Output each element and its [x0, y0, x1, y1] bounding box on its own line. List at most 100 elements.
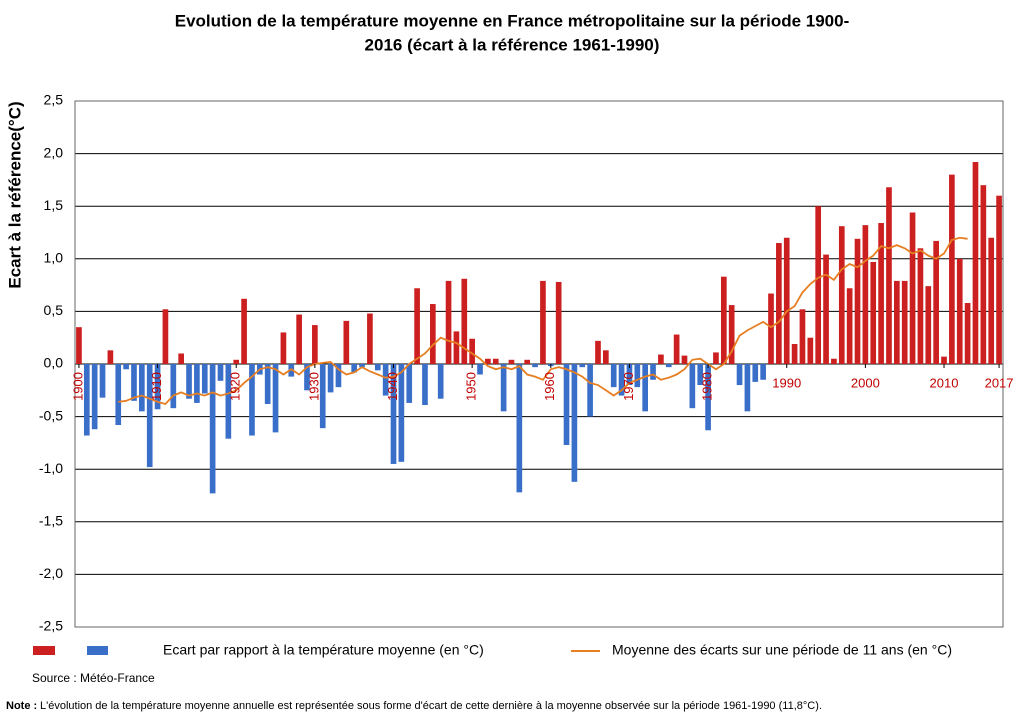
bar: [492, 358, 499, 364]
bar: [917, 248, 924, 364]
bar: [170, 364, 177, 409]
legend-swatch: [33, 646, 55, 655]
bar: [634, 364, 641, 388]
bar: [776, 243, 782, 364]
x-tick-label: 2000: [851, 375, 880, 390]
legend-label: Moyenne des écarts sur une période de 11…: [612, 642, 952, 658]
bar: [964, 302, 971, 364]
bar: [681, 355, 688, 364]
bar: [886, 187, 892, 364]
y-axis-label: Ecart à la référence(°C): [5, 101, 24, 288]
bar: [972, 162, 979, 364]
bar: [689, 364, 696, 409]
bar: [618, 364, 625, 396]
average-line: [118, 236, 968, 405]
bar: [437, 364, 444, 399]
bar: [351, 364, 358, 373]
bar: [823, 254, 829, 364]
y-tick-label: -2,0: [39, 565, 63, 581]
bar: [831, 358, 837, 364]
bar: [201, 364, 208, 394]
bar: [398, 364, 405, 462]
x-tick-label: 1980: [700, 372, 715, 401]
bar: [925, 286, 932, 364]
bar: [901, 280, 908, 364]
bar: [249, 364, 255, 436]
y-tick-label: 0,5: [44, 302, 64, 318]
bar: [296, 314, 302, 364]
bar: [713, 352, 719, 364]
bar: [980, 185, 987, 364]
bar: [893, 280, 900, 364]
x-tick-label: 1910: [149, 372, 164, 401]
bar: [225, 364, 232, 439]
bar: [555, 281, 562, 364]
bar: [571, 364, 578, 482]
bar: [783, 237, 790, 364]
bar: [846, 288, 853, 364]
bar: [131, 364, 137, 401]
bar: [146, 364, 153, 468]
bar: [139, 364, 145, 412]
bar: [115, 364, 122, 426]
bar: [610, 364, 617, 388]
bar: [429, 304, 436, 364]
x-tick-label: 1940: [385, 372, 400, 401]
bar: [406, 364, 413, 403]
bar: [422, 364, 428, 406]
bar: [838, 226, 845, 364]
bar: [862, 225, 869, 364]
legend-swatch: [87, 646, 108, 655]
bar: [477, 364, 483, 375]
x-tick-label: 1900: [70, 372, 85, 401]
bar: [508, 359, 515, 364]
bar: [154, 364, 161, 410]
bar: [870, 261, 877, 364]
bar: [390, 364, 397, 464]
bar: [327, 364, 334, 393]
bar: [335, 364, 342, 388]
x-tick-label: 1920: [228, 372, 243, 401]
bar: [414, 288, 420, 364]
bar: [665, 364, 672, 368]
bar: [241, 298, 247, 364]
bar: [626, 364, 633, 386]
bar: [500, 364, 507, 412]
bar: [76, 327, 82, 364]
bar: [178, 353, 185, 364]
x-tick-label: 1950: [464, 372, 479, 401]
legend-label: Ecart par rapport à la température moyen…: [163, 642, 484, 658]
bar: [815, 206, 822, 364]
x-tick-label: 2017: [985, 375, 1014, 390]
bar: [799, 309, 806, 364]
bar: [217, 364, 224, 381]
bar: [485, 358, 491, 364]
bar: [705, 364, 711, 431]
y-tick-label: -2,5: [39, 618, 63, 634]
bar: [516, 364, 523, 493]
y-tick-label: 1,0: [44, 250, 64, 266]
y-tick-label: 2,0: [44, 144, 64, 160]
bar: [752, 364, 759, 382]
bar: [272, 364, 279, 433]
bar: [587, 364, 593, 417]
bar: [933, 240, 939, 364]
bar: [280, 332, 287, 364]
x-tick-label: 1970: [621, 372, 636, 401]
bar: [123, 364, 129, 370]
bar: [988, 237, 995, 364]
x-tick-label: 1990: [772, 375, 801, 390]
y-tick-label: 0,0: [44, 355, 64, 371]
y-tick-label: -0,5: [39, 407, 63, 423]
bar: [595, 340, 601, 364]
bar: [532, 364, 538, 368]
bar: [650, 364, 656, 380]
bar: [579, 364, 586, 368]
bar: [854, 238, 861, 364]
bar: [807, 337, 814, 364]
bar: [367, 313, 373, 364]
bar: [359, 364, 365, 368]
x-tick-label: 1960: [542, 372, 557, 401]
bar: [878, 223, 884, 364]
y-tick-label: -1,0: [39, 460, 63, 476]
